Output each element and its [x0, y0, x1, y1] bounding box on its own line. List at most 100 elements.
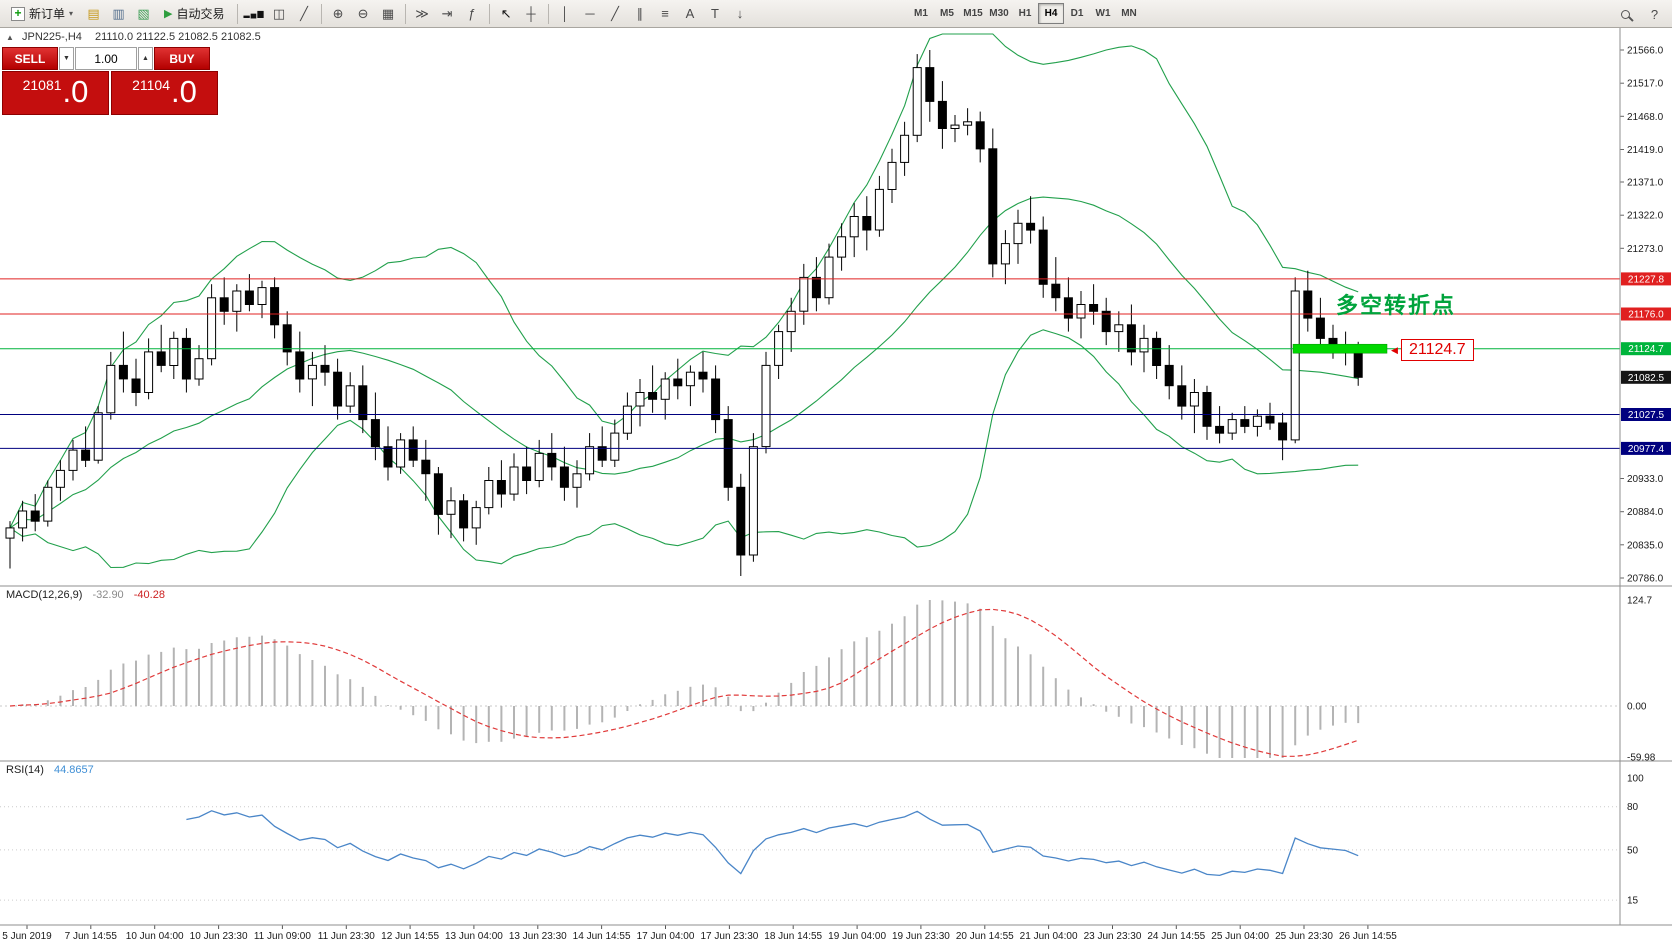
search-button[interactable] — [1614, 3, 1637, 25]
bollinger-bands — [9, 33, 1359, 569]
timeframe-w1[interactable]: W1 — [1095, 8, 1111, 19]
auto-scroll-icon: ≫ — [415, 5, 429, 21]
time-axis-label: 26 Jun 14:55 — [1339, 931, 1397, 942]
trade-panel-toggle[interactable]: ▲ — [6, 33, 14, 42]
chart-shift-button[interactable]: ⇥ — [436, 3, 459, 25]
turning-point-highlight-bar[interactable] — [1292, 343, 1388, 354]
candlestick-series — [5, 50, 1363, 576]
axis-price-flag — [1621, 370, 1671, 384]
timeframe-mn[interactable]: MN — [1121, 8, 1137, 19]
arrows-tool-button[interactable]: ↓ — [729, 3, 752, 25]
price-axis-label: 21566.0 — [1627, 46, 1664, 57]
axis-price-flag — [1621, 272, 1671, 286]
text-tool-icon: A — [685, 6, 695, 21]
time-axis-label: 13 Jun 23:30 — [509, 931, 567, 942]
vertical-line-button[interactable]: │ — [554, 3, 577, 25]
rsi-scale-label: 100 — [1627, 774, 1644, 785]
time-axis-label: 25 Jun 04:00 — [1211, 931, 1269, 942]
axis-price-flag — [1621, 307, 1671, 321]
navigator-icon: ▧ — [137, 5, 150, 21]
data-window-button[interactable]: ▥ — [107, 3, 130, 25]
macd-scale-label: -59.98 — [1627, 753, 1656, 764]
buy-price-big: .0 — [171, 74, 197, 109]
time-axis-label: 14 Jun 14:55 — [573, 931, 631, 942]
macd-histogram — [21, 600, 1360, 758]
time-axis-label: 13 Jun 04:00 — [445, 931, 503, 942]
timeframe-m5[interactable]: M5 — [940, 8, 954, 19]
level-lines — [0, 278, 1620, 449]
help-button[interactable]: ? — [1643, 3, 1666, 25]
time-axis-label: 18 Jun 14:55 — [764, 931, 822, 942]
timeframe-m30[interactable]: M30 — [989, 8, 1009, 19]
price-axis-label: 21371.0 — [1627, 178, 1664, 189]
timeframe-m1[interactable]: M1 — [914, 8, 928, 19]
timeframe-h1[interactable]: H1 — [1018, 8, 1032, 19]
price-tag-label[interactable]: ◀ 21124.7 — [1391, 339, 1474, 361]
cursor-button[interactable]: ↖ — [495, 3, 518, 25]
fibonacci-button[interactable]: ≡ — [654, 3, 677, 25]
label-tool-button[interactable]: T — [704, 3, 727, 25]
buy-button[interactable]: BUY — [154, 47, 210, 70]
rsi-value: 44.8657 — [53, 764, 94, 776]
timeframe-d1[interactable]: D1 — [1070, 8, 1084, 19]
zoom-in-button[interactable]: ⊕ — [327, 3, 350, 25]
macd-main-value: -32.90 — [92, 589, 124, 601]
line-chart-button[interactable]: ╱ — [293, 3, 316, 25]
crosshair-button[interactable]: ┼ — [520, 3, 543, 25]
sell-button[interactable]: SELL — [2, 47, 58, 70]
sell-price-big: .0 — [62, 74, 89, 109]
price-axis: 21566.0 21517.0 21468.0 21419.0 21371.0 21322… — [1620, 46, 1671, 907]
time-axis: 5 Jun 2019 7 Jun 14:55 10 Jun 04:00 10 Jun … — [2, 925, 1397, 942]
bar-chart-button[interactable]: ▂▄▆ — [243, 3, 266, 25]
time-axis-label: 25 Jun 23:30 — [1275, 931, 1333, 942]
svg-text:21124.7: 21124.7 — [1628, 344, 1664, 355]
macd-scale-label: 124.7 — [1627, 596, 1652, 607]
svg-text:21227.8: 21227.8 — [1628, 274, 1665, 285]
macd-signal-value: -40.28 — [133, 589, 165, 601]
autotrading-button[interactable]: ▶ 自动交易 — [157, 3, 231, 25]
autotrading-label: 自动交易 — [176, 7, 225, 21]
time-axis-label: 21 Jun 04:00 — [1020, 931, 1078, 942]
channel-button[interactable]: ∥ — [629, 3, 652, 25]
timeframe-h4[interactable]: H4 — [1038, 3, 1064, 24]
indicators-button[interactable]: ƒ — [461, 3, 484, 25]
timeframe-m15[interactable]: M15 — [963, 8, 983, 19]
chevron-down-icon: ▾ — [69, 9, 74, 18]
new-order-button[interactable]: + 新订单 ▾ — [4, 3, 80, 25]
time-axis-label: 5 Jun 2019 — [2, 931, 52, 942]
market-watch-icon: ▤ — [87, 5, 100, 21]
rsi-scale-label: 50 — [1627, 845, 1639, 856]
svg-text:21082.5: 21082.5 — [1628, 373, 1665, 384]
buy-price[interactable]: 21104.0 — [111, 71, 218, 115]
new-order-icon: + — [11, 6, 25, 21]
sell-price[interactable]: 21081.0 — [2, 71, 109, 115]
timeframe-toolbar: M1 M5 M15 M30 H1 H4 D1 W1 MN — [908, 3, 1142, 24]
macd-signal-line — [9, 608, 1359, 757]
fibonacci-icon: ≡ — [661, 6, 669, 21]
axis-price-flag — [1621, 408, 1671, 421]
price-axis-label: 20884.0 — [1627, 507, 1664, 518]
sell-price-prefix: 21081 — [22, 77, 62, 93]
bar-chart-icon: ▂▄▆ — [243, 9, 265, 18]
trendline-button[interactable]: ╱ — [604, 3, 627, 25]
svg-text:21176.0: 21176.0 — [1628, 310, 1664, 321]
zoom-out-button[interactable]: ⊖ — [352, 3, 375, 25]
time-axis-label: 7 Jun 14:55 — [65, 931, 118, 942]
volume-input[interactable] — [75, 47, 137, 70]
text-tool-button[interactable]: A — [679, 3, 702, 25]
tile-windows-button[interactable]: ▦ — [377, 3, 400, 25]
arrows-tool-icon: ↓ — [736, 6, 744, 21]
time-axis-label: 12 Jun 14:55 — [381, 931, 439, 942]
rsi-name: RSI(14) — [6, 764, 44, 776]
candlestick-button[interactable]: ◫ — [268, 3, 291, 25]
volume-increase-button[interactable]: ▲ — [138, 47, 153, 70]
bollinger-lower-band — [9, 329, 1359, 569]
volume-decrease-button[interactable]: ▼ — [59, 47, 74, 70]
market-watch-button[interactable]: ▤ — [82, 3, 105, 25]
auto-scroll-button[interactable]: ≫ — [411, 3, 434, 25]
chart-shift-icon: ⇥ — [441, 5, 453, 21]
horizontal-line-button[interactable]: ─ — [579, 3, 602, 25]
navigator-button[interactable]: ▧ — [132, 3, 155, 25]
